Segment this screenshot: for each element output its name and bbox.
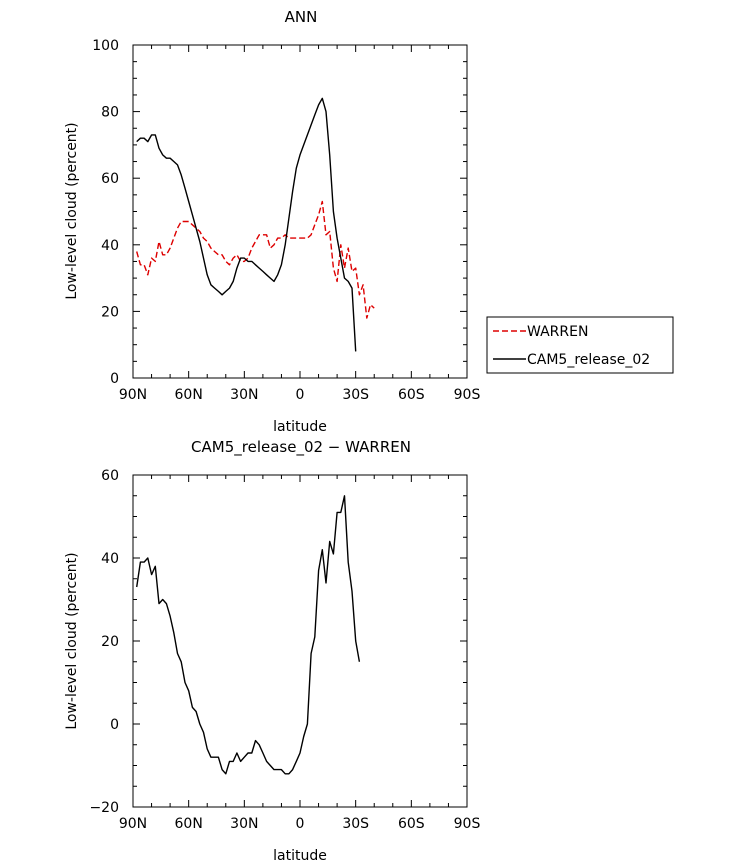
annual-y-tick-label: 0 [110, 371, 119, 387]
annual-x-tick-label: 90S [454, 387, 481, 403]
difference-x-tick-label: 0 [296, 816, 305, 832]
legend: WARREN CAM5_release_02 [486, 316, 674, 374]
annual-panel: ANN 90N 60N 30N 0 30S 60S 90S 0 20 40 60 80 100 lati… [64, 8, 480, 435]
annual-series-cam5-release-02 [136, 97, 357, 352]
difference-y-tick-label: −20 [89, 800, 119, 816]
difference-x-tick-label: 90N [119, 816, 147, 832]
annual-plot-frame [132, 44, 468, 379]
difference-x-tick-label: 30N [230, 816, 258, 832]
annual-y-tick-label: 40 [101, 238, 119, 254]
annual-y-tick-label: 60 [101, 171, 119, 187]
annual-y-tick-label: 20 [101, 304, 119, 320]
difference-y-axis-label: Low-level cloud (percent) [64, 552, 80, 729]
difference-panel: CAM5_release_02 − WARREN 90N 60N 30N 0 30S 60… [64, 438, 480, 864]
difference-x-tick-label: 30S [342, 816, 369, 832]
difference-y-tick-label: 40 [101, 551, 119, 567]
difference-tick-group: 90N 60N 30N 0 30S 60S 90S −20 0 20 40 60 [89, 468, 480, 832]
annual-x-tick-label: 30S [342, 387, 369, 403]
annual-y-tick-label: 100 [92, 38, 119, 54]
annual-x-tick-label: 30N [230, 387, 258, 403]
difference-series-cam5-release-02-warren [136, 495, 361, 775]
difference-panel-title: CAM5_release_02 − WARREN [191, 438, 411, 457]
annual-x-tick-label: 60N [175, 387, 203, 403]
annual-y-axis-label: Low-level cloud (percent) [64, 122, 80, 299]
annual-x-tick-label: 60S [398, 387, 425, 403]
annual-x-tick-label: 90N [119, 387, 147, 403]
difference-x-tick-label: 60S [398, 816, 425, 832]
legend-box [486, 316, 674, 374]
annual-tick-group: 90N 60N 30N 0 30S 60S 90S 0 20 40 60 80 100 [92, 38, 480, 403]
annual-x-tick-label: 0 [296, 387, 305, 403]
difference-y-tick-label: 0 [110, 717, 119, 733]
difference-x-tick-label: 60N [175, 816, 203, 832]
difference-x-tick-label: 90S [454, 816, 481, 832]
difference-x-axis-label: latitude [273, 848, 327, 864]
difference-plot-frame [132, 474, 468, 808]
annual-series-warren [136, 200, 375, 319]
annual-x-axis-label: latitude [273, 419, 327, 435]
difference-y-tick-label: 20 [101, 634, 119, 650]
legend-label-warren: WARREN [527, 324, 588, 340]
annual-panel-title: ANN [285, 8, 318, 26]
difference-series-group [136, 495, 361, 775]
difference-y-tick-label: 60 [101, 468, 119, 484]
annual-y-tick-label: 80 [101, 105, 119, 121]
annual-series-group [136, 97, 375, 352]
legend-label-cam5: CAM5_release_02 [527, 352, 650, 368]
